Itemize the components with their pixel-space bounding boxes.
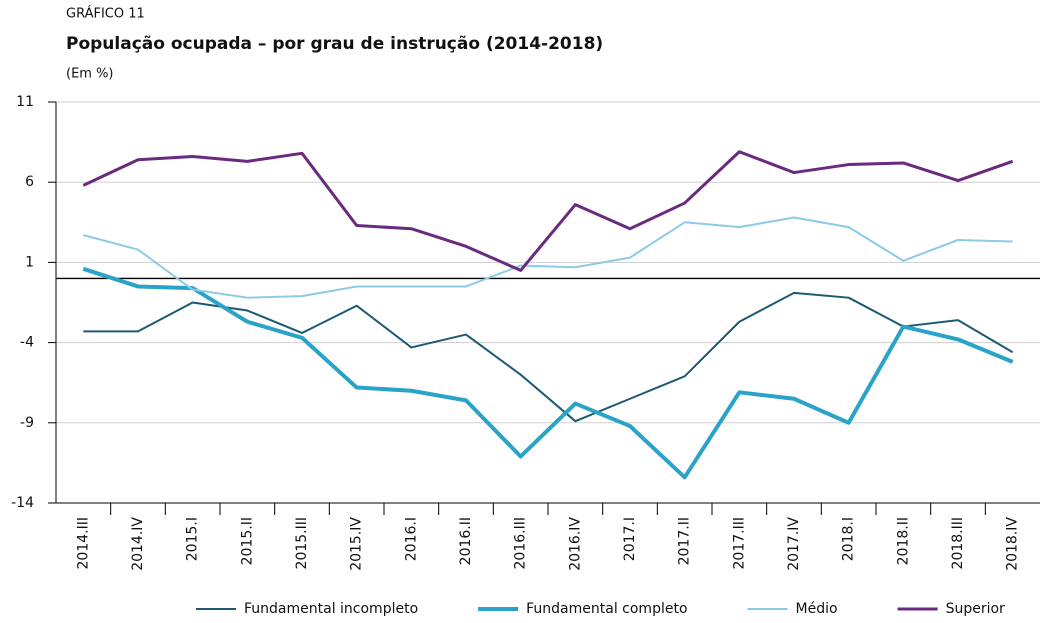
chart-title: População ocupada – por grau de instruçã…: [66, 34, 603, 54]
x-tick-label: 2017.IV: [786, 517, 802, 571]
legend-label: Fundamental completo: [526, 601, 687, 617]
x-tick-label: 2016.I: [403, 517, 419, 561]
series-line: [83, 216, 1013, 299]
x-tick-label: 2015.III: [294, 517, 310, 569]
x-tick-label: 2016.III: [513, 517, 529, 569]
x-tick-label: 2018.I: [841, 517, 857, 561]
legend-label: Fundamental incompleto: [244, 601, 418, 617]
x-tick-label: 2018.III: [950, 517, 966, 569]
x-tick-label: 2015.I: [185, 517, 201, 561]
series-line: [82, 150, 1014, 272]
y-tick-label: -14: [11, 495, 34, 511]
y-tick-label: -4: [20, 335, 34, 351]
y-tick-label: 1: [25, 254, 34, 270]
y-tick-label: -9: [20, 415, 34, 431]
x-tick-label: 2018.IV: [1005, 517, 1021, 571]
x-tick-label: 2018.II: [895, 517, 911, 565]
legend-label: Superior: [946, 601, 1005, 617]
x-tick-label: 2014.III: [75, 517, 91, 569]
series-line: [83, 291, 1014, 423]
x-tick-label: 2017.III: [731, 517, 747, 569]
x-tick-label: 2015.II: [239, 517, 255, 565]
x-tick-label: 2017.I: [622, 517, 638, 561]
x-tick-label: 2017.II: [677, 517, 693, 565]
y-tick-label: 6: [25, 174, 34, 190]
chart-subtitle: (Em %): [66, 67, 114, 82]
series-line: [82, 266, 1014, 480]
x-tick-label: 2016.II: [458, 517, 474, 565]
legend-label: Médio: [796, 601, 838, 617]
chart-kicker: GRÁFICO 11: [66, 6, 145, 22]
x-tick-label: 2016.IV: [567, 517, 583, 571]
x-tick-label: 2015.IV: [349, 517, 365, 571]
y-tick-label: 11: [16, 94, 34, 110]
x-tick-label: 2014.IV: [130, 517, 146, 571]
